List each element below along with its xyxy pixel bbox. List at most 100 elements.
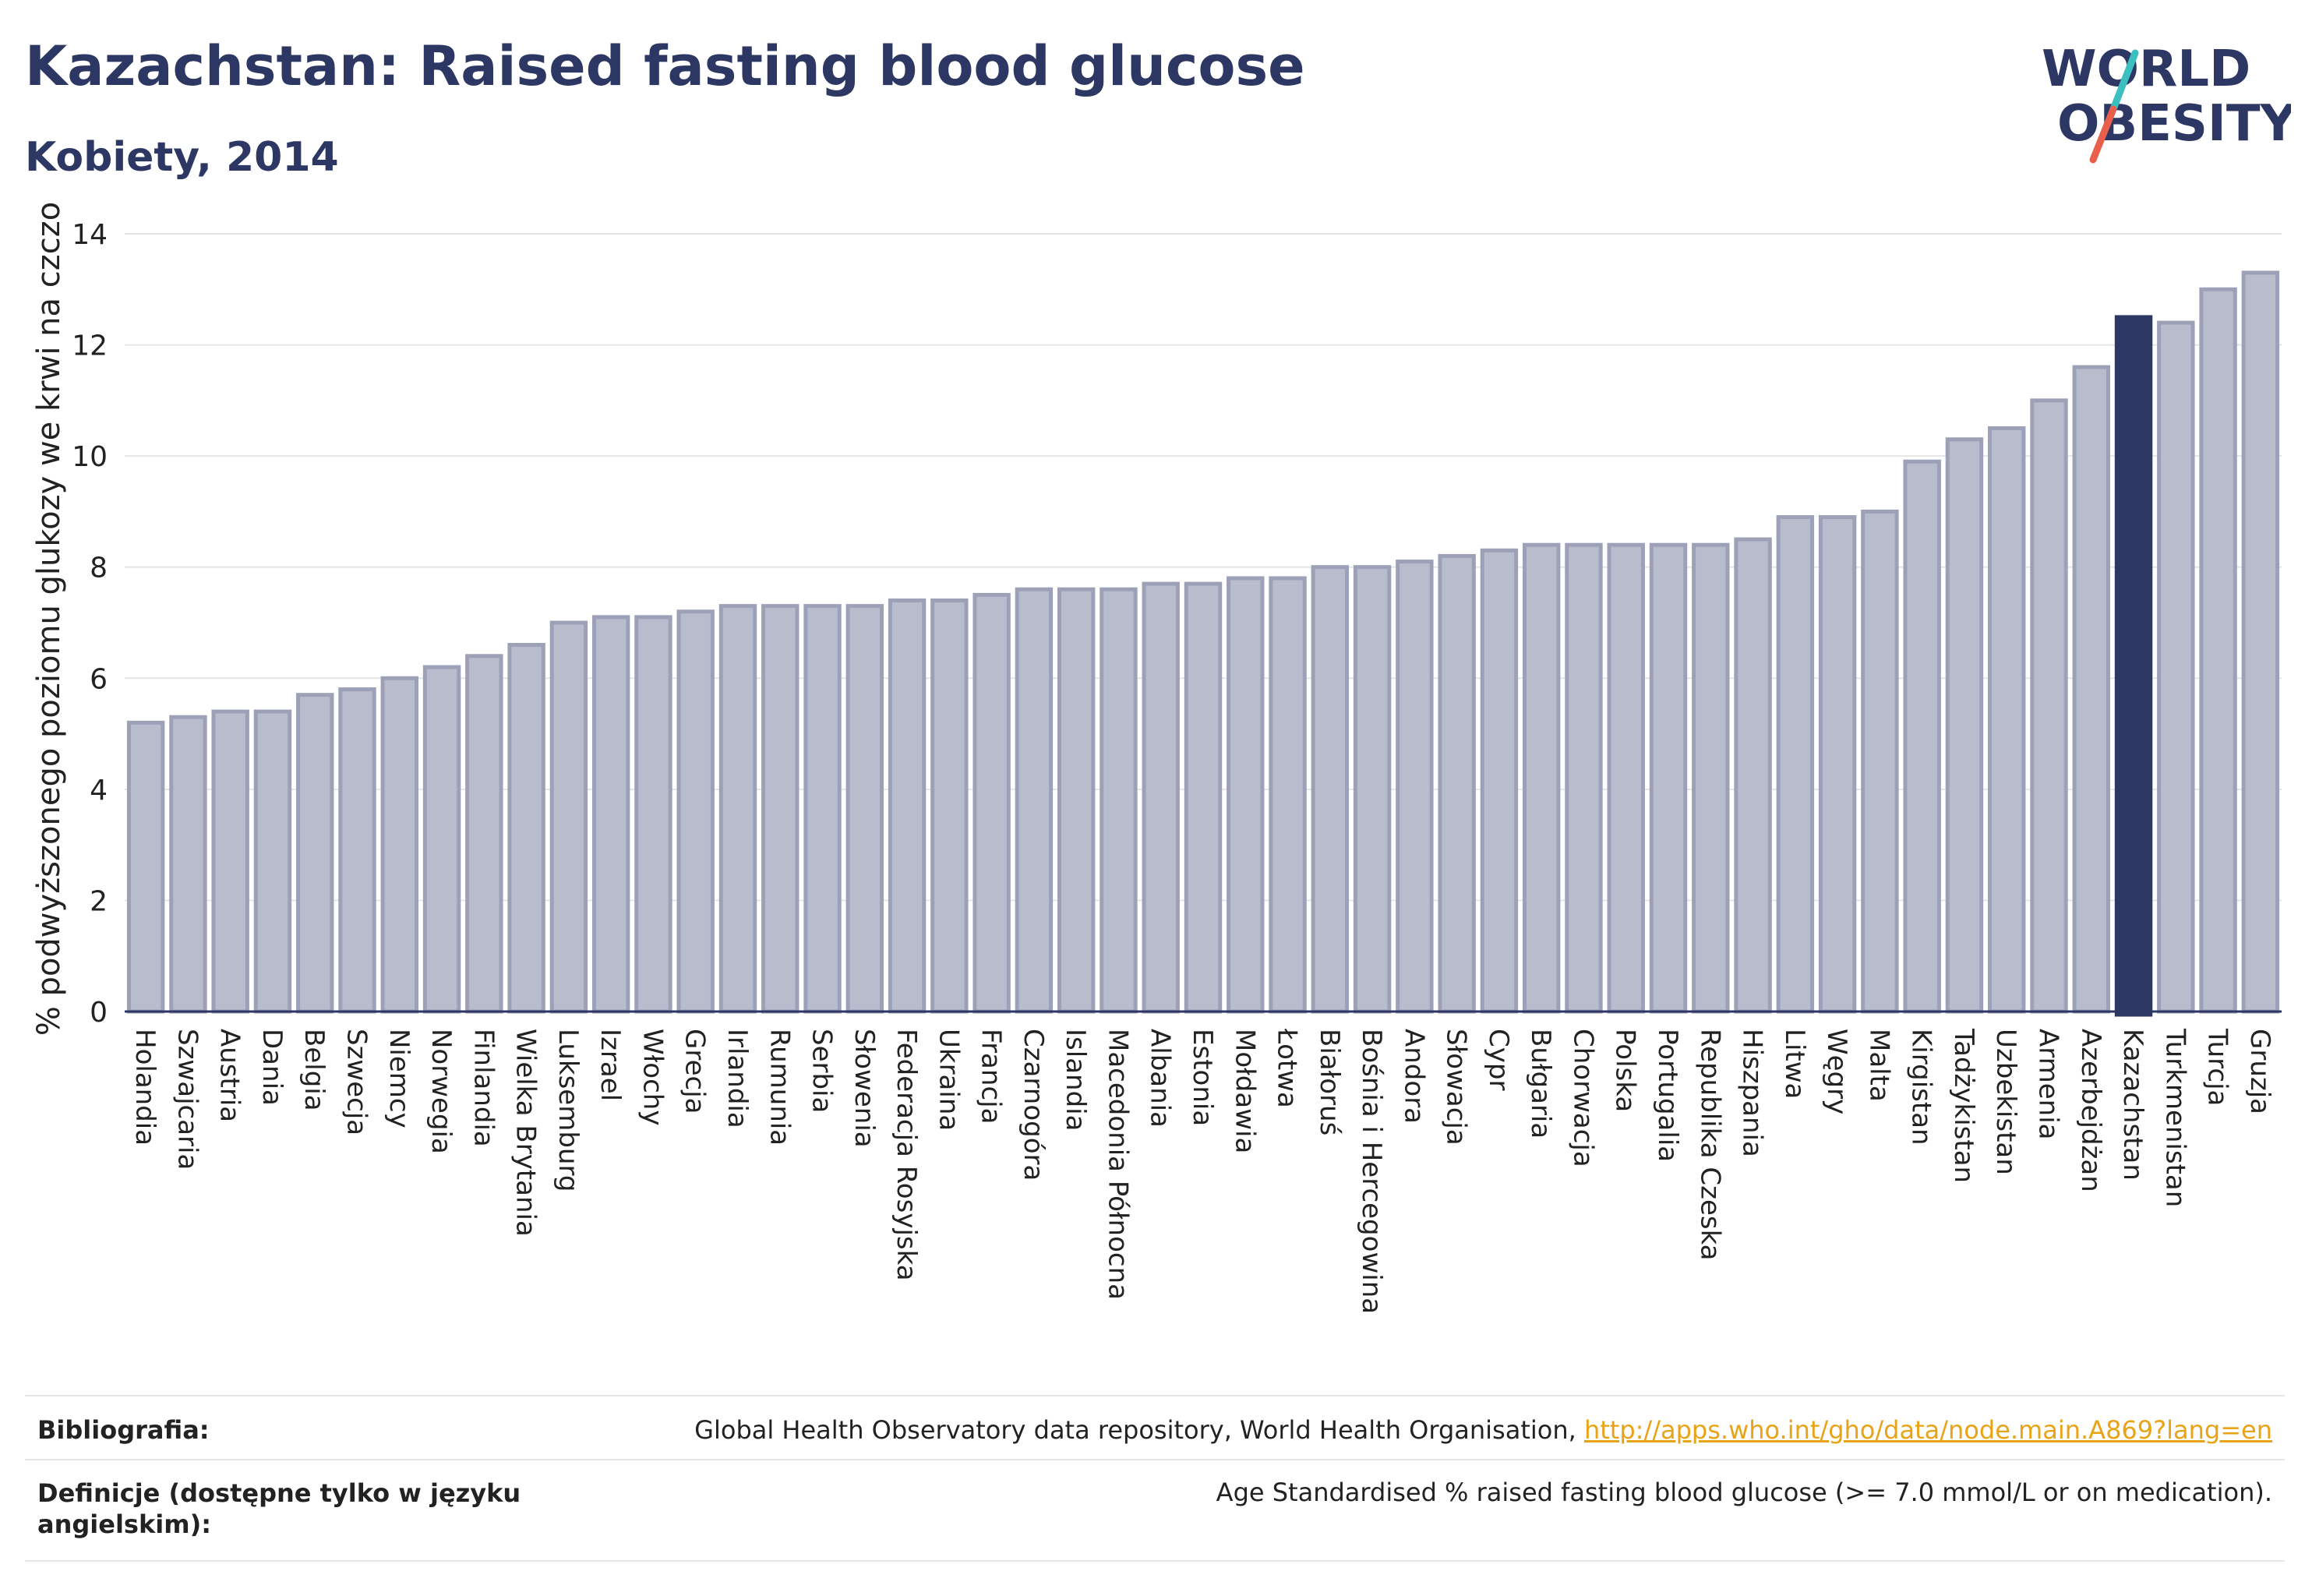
y-axis-title: % podwyższonego poziomu glukozy we krwi … [31,202,67,1036]
bar [972,592,1011,1014]
bar [634,615,672,1014]
x-tick-label: Portugalia [1652,1029,1683,1162]
bar [1903,459,1941,1014]
x-tick-label: Słowenia [849,1029,880,1148]
x-tick-label: Bułgaria [1525,1029,1556,1139]
bars [126,270,2280,1017]
x-tick-label: Ukraina [933,1029,964,1131]
chart-title: Kazachstan: Raised fasting blood glucose [25,34,1305,98]
y-tick-label: 4 [90,775,108,807]
x-tick-label: Chorwacja [1567,1029,1598,1167]
x-tick-label: Grecja [679,1029,711,1114]
bar [465,654,503,1014]
x-tick-label: Węgry [1821,1029,1852,1114]
bar-chart: 0 2 4 6 8 10 12 14 Holandia Szwajcaria Austria Dan… [31,202,2282,1314]
bar [422,665,461,1014]
bar [338,687,376,1014]
chart-subtitle: Kobiety, 2014 [25,134,339,181]
x-tick-label: Czarnogóra [1018,1029,1049,1181]
x-tick-label: Federacja Rosyjska [891,1029,922,1281]
bar [1861,509,1899,1014]
x-tick-label: Bośnia i Hercegowina [1356,1029,1387,1314]
x-tick-label: Turcja [2202,1028,2233,1106]
bar [845,604,884,1014]
x-tick-label: Macedonia Północna [1102,1029,1133,1300]
x-tick-label: Norwegia [425,1029,457,1154]
bibliography-value: Global Health Observatory data repositor… [694,1415,2272,1445]
x-tick-label: Słowacja [1441,1029,1472,1146]
x-tick-label: Azerbejdżan [2075,1029,2106,1192]
bibliography-link[interactable]: http://apps.who.int/gho/data/node.main.A… [1583,1415,2272,1445]
bibliography-label: Bibliografia: [37,1415,210,1445]
bar [888,598,927,1014]
x-tick-label: Mołdawia [1229,1029,1260,1153]
bar-highlight [2114,315,2153,1017]
x-tick-label: Kazachstan [2117,1029,2148,1181]
bar [507,643,545,1014]
world-obesity-logo: WORLD OBESITY [2042,41,2291,164]
bar [1480,548,1519,1014]
definitions-row: Definicje (dostępne tylko w języku angiel… [25,1459,2285,1562]
x-tick-label: Litwa [1779,1029,1810,1099]
bar [1818,515,1857,1014]
x-tick-label: Rumunia [764,1029,795,1146]
bar [1607,542,1645,1014]
x-tick-label: Serbia [807,1029,838,1113]
bar [2241,270,2280,1014]
y-axis-ticks: 0 2 4 6 8 10 12 14 [72,219,108,1029]
x-tick-label: Republika Czeska [1694,1029,1725,1261]
x-tick-label: Łotwa [1272,1028,1303,1108]
bar [1057,587,1096,1014]
bar [1438,553,1476,1014]
x-tick-label: Belgia [298,1029,330,1111]
bibliography-row: Bibliografia: Global Health Observatory … [25,1395,2285,1460]
x-tick-label: Irlandia [722,1029,753,1128]
bar [761,604,800,1014]
bar [1988,426,2026,1014]
bar [2157,320,2195,1014]
x-tick-label: Polska [1610,1029,1641,1112]
x-tick-label: Luksemburg [552,1029,584,1192]
bar [1184,581,1223,1014]
bar [1353,565,1392,1014]
x-tick-label: Niemcy [383,1029,415,1128]
x-tick-label: Armenia [2032,1029,2063,1140]
bar [1692,542,1730,1014]
x-tick-label: Włochy [637,1029,668,1125]
bar [1142,581,1180,1014]
bar [211,709,249,1014]
bar [1649,542,1688,1014]
definitions-label-line2: angielskim): [37,1509,211,1539]
logo-text-world: WORLD [2042,41,2250,98]
x-tick-label: Holandia [129,1029,161,1146]
x-tick-label: Wielka Brytania [510,1029,542,1237]
bar [1227,576,1265,1014]
y-tick-label: 2 [90,885,108,917]
x-tick-label: Albania [1145,1029,1176,1128]
x-tick-label: Estonia [1187,1029,1218,1126]
x-tick-label: Malta [1863,1029,1894,1102]
y-tick-label: 0 [90,997,108,1029]
bar [126,720,165,1014]
x-tick-label: Tadżykistan [1948,1028,1979,1183]
bar [1269,576,1307,1014]
bar [1734,537,1772,1014]
bar [1396,560,1434,1014]
x-tick-label: Szwecja [341,1029,372,1135]
bar [296,693,334,1014]
logo-slash-top [2109,49,2139,113]
bar [803,604,842,1014]
bar [591,615,630,1014]
x-tick-label: Hiszpania [1737,1029,1768,1157]
logo-slash-bottom [2089,105,2117,164]
bar [253,709,292,1014]
bibliography-text: Global Health Observatory data repositor… [694,1415,1584,1445]
definitions-label-line1: Definicje (dostępne tylko w języku [37,1478,521,1508]
x-tick-label: Uzbekistan [1990,1029,2021,1175]
bar [2072,365,2110,1014]
bar [1776,515,1815,1014]
bar [930,598,969,1014]
y-tick-label: 14 [72,219,108,251]
bar [2030,398,2068,1014]
x-tick-label: Turkmenistan [2159,1028,2190,1207]
